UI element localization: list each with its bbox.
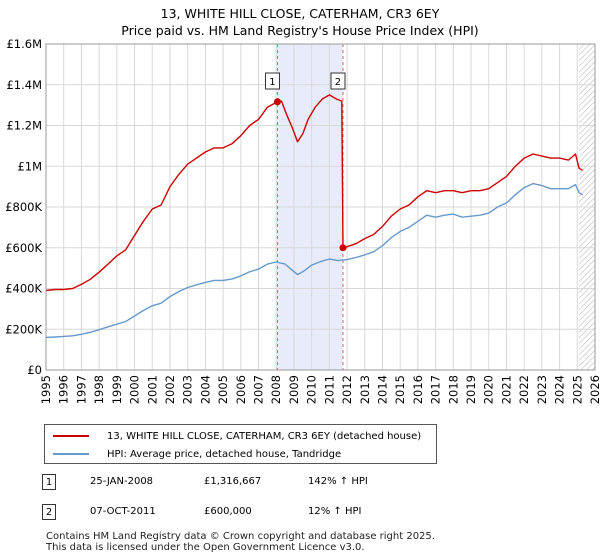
x-tick-label: 2009 (287, 375, 301, 404)
x-tick-label: 2022 (517, 375, 531, 404)
legend-label-hpi: HPI: Average price, detached house, Tand… (107, 448, 342, 460)
transaction-number-badge: 1 (42, 474, 56, 490)
x-tick-label: 2012 (340, 375, 354, 404)
transaction-number-badge: 2 (42, 504, 56, 520)
x-tick-label: 1997 (74, 375, 88, 404)
marker-label-box (330, 72, 346, 90)
y-tick-label: £200K (5, 322, 42, 336)
x-tick-label: 2008 (269, 375, 283, 404)
x-tick-label: 2025 (570, 375, 584, 404)
legend-item-property: 13, WHITE HILL CLOSE, CATERHAM, CR3 6EY … (53, 428, 421, 444)
transaction-date: 07-OCT-2011 (90, 506, 156, 517)
y-tick-label: £1.2M (6, 119, 42, 133)
x-tick-label: 2016 (411, 375, 425, 404)
x-tick-label: 2010 (305, 375, 319, 404)
y-tick-label: £400K (5, 282, 42, 296)
marker-label: 2 (335, 77, 341, 88)
x-tick-label: 2018 (446, 375, 460, 404)
marker-label: 1 (269, 77, 275, 88)
y-tick-label: £1M (17, 159, 42, 173)
chart-subtitle: Price paid vs. HM Land Registry's House … (121, 23, 479, 38)
x-tick-label: 2001 (145, 375, 159, 404)
sale-point (339, 244, 347, 252)
x-tick-label: 2020 (482, 375, 496, 404)
x-tick-label: 2006 (234, 375, 248, 404)
x-tick-label: 2019 (464, 375, 478, 404)
y-tick-label: £1.4M (6, 78, 42, 92)
x-tick-label: 1999 (110, 375, 124, 404)
y-tick-label: £800K (5, 200, 42, 214)
x-tick-label: 2015 (393, 375, 407, 404)
footer-licence: This data is licensed under the Open Gov… (46, 541, 365, 553)
x-tick-label: 2026 (588, 375, 600, 404)
x-tick-label: 2002 (163, 375, 177, 404)
x-tick-label: 2005 (216, 375, 230, 404)
y-tick-label: £0 (27, 363, 42, 377)
footer-copyright: Contains HM Land Registry data © Crown c… (46, 531, 435, 542)
legend-swatch-hpi (53, 453, 89, 455)
legend: 13, WHITE HILL CLOSE, CATERHAM, CR3 6EY … (44, 424, 437, 464)
x-tick-label: 2014 (375, 375, 389, 404)
sale-point (273, 98, 281, 106)
y-tick-label: £600K (5, 241, 42, 255)
transaction-date: 25-JAN-2008 (90, 476, 154, 487)
x-tick-label: 2024 (553, 375, 567, 404)
x-tick-label: 2023 (535, 375, 549, 404)
transaction-hpi-change: 142% ↑ HPI (308, 476, 368, 487)
x-tick-label: 1996 (57, 375, 71, 404)
chart-title: 13, WHITE HILL CLOSE, CATERHAM, CR3 6EY (160, 6, 440, 21)
legend-swatch-property (53, 435, 89, 437)
x-tick-label: 2013 (358, 375, 372, 404)
series-line-property (45, 94, 583, 292)
x-tick-label: 2011 (322, 375, 336, 404)
y-tick-label: £1.6M (6, 37, 42, 51)
x-tick-label: 2003 (181, 375, 195, 404)
price-chart: 1 2 £0 £200K £400K £600K £800K £1M £1.2M £1.4M £1.… (5, 37, 600, 404)
series-line-hpi (45, 182, 583, 339)
marker-label-box (264, 72, 280, 90)
x-tick-label: 2000 (128, 375, 142, 404)
legend-item-hpi: HPI: Average price, detached house, Tand… (53, 446, 341, 462)
x-tick-label: 2004 (198, 375, 212, 404)
x-tick-label: 1998 (92, 375, 106, 404)
x-tick-label: 1995 (39, 375, 53, 404)
transaction-price: £600,000 (204, 506, 252, 517)
footer: Contains HM Land Registry data © Crown c… (46, 531, 435, 553)
transaction-hpi-change: 12% ↑ HPI (308, 506, 362, 517)
legend-label-property: 13, WHITE HILL CLOSE, CATERHAM, CR3 6EY … (107, 430, 422, 442)
x-tick-label: 2007 (252, 375, 266, 404)
transaction-price: £1,316,667 (204, 476, 262, 487)
x-tick-label: 2021 (499, 375, 513, 404)
x-tick-label: 2017 (429, 375, 443, 404)
plot-frame (45, 43, 596, 371)
